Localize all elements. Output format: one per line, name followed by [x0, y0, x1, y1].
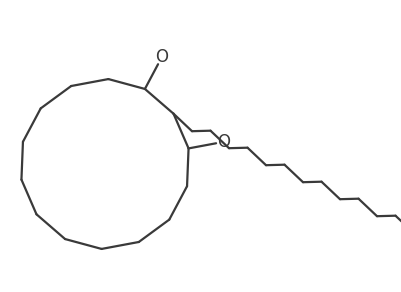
Text: O: O	[155, 48, 168, 66]
Text: O: O	[217, 133, 230, 151]
